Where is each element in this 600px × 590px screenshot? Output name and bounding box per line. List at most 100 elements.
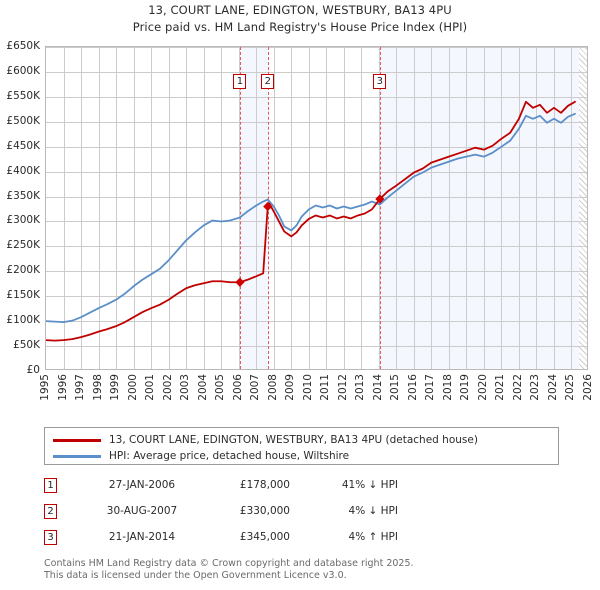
y-tick-label: £650K	[6, 40, 40, 52]
y-tick-label: £100K	[6, 314, 40, 327]
page-subtitle-line2: Price paid vs. HM Land Registry's House …	[132, 20, 468, 34]
gridline-vertical	[308, 47, 310, 369]
event-badge-3[interactable]: 3	[373, 74, 387, 89]
x-tick-label: 2024	[546, 374, 559, 401]
row-date: 21-JAN-2014	[108, 531, 176, 543]
row-hpi-delta: 41% ↓ HPI	[341, 479, 398, 491]
series-line	[46, 112, 576, 324]
x-tick-label: 1996	[56, 374, 69, 401]
chart-series-lines	[46, 100, 576, 342]
gridline-horizontal	[46, 271, 587, 273]
gridline-vertical	[553, 47, 555, 369]
gridline-vertical	[483, 47, 485, 369]
page-title-line1: 13, COURT LANE, EDINGTON, WESTBURY, BA13…	[148, 3, 452, 17]
event-marker-line-1	[239, 47, 241, 369]
gridline-horizontal	[46, 246, 587, 248]
hatched-future-band	[579, 47, 587, 369]
row-index-badge: 3	[44, 530, 57, 545]
x-tick-label: 2005	[214, 374, 227, 401]
gridline-vertical	[203, 47, 205, 369]
y-tick-label: £450K	[6, 139, 40, 152]
shaded-band	[379, 47, 580, 369]
y-tick-label: £600K	[6, 64, 40, 77]
y-tick-label: £300K	[6, 214, 40, 227]
gridline-vertical	[448, 47, 450, 369]
gridline-horizontal	[46, 196, 587, 198]
event-badge-2[interactable]: 2	[261, 74, 275, 89]
y-tick-label: £350K	[6, 189, 40, 202]
x-tick-label: 2002	[161, 374, 174, 401]
gridline-vertical	[413, 47, 415, 369]
gridline-horizontal	[46, 346, 587, 348]
gridline-vertical	[98, 47, 100, 369]
x-tick-label: 2018	[441, 374, 454, 401]
legend-label-price-paid: 13, COURT LANE, EDINGTON, WESTBURY, BA13…	[109, 434, 478, 446]
y-tick-label: £50K	[13, 339, 40, 352]
legend-swatch-price-paid	[53, 439, 101, 442]
gridline-vertical	[133, 47, 135, 369]
x-tick-label: 1997	[74, 374, 87, 401]
x-tick-label: 2008	[266, 374, 279, 401]
row-date: 27-JAN-2006	[108, 479, 176, 491]
gridline-horizontal	[46, 71, 587, 73]
gridline-vertical	[571, 47, 573, 369]
x-tick-label: 2010	[301, 374, 314, 401]
gridline-horizontal	[46, 47, 587, 48]
gridline-vertical	[256, 47, 258, 369]
x-tick-label: 2001	[144, 374, 157, 401]
gridline-vertical	[536, 47, 538, 369]
gridline-vertical	[431, 47, 433, 369]
gridline-horizontal	[46, 171, 587, 173]
row-price: £345,000	[239, 531, 290, 543]
gridline-horizontal	[46, 296, 587, 298]
series-line	[46, 100, 576, 342]
x-tick-label: 2009	[284, 374, 297, 401]
y-tick-label: £0	[26, 364, 40, 376]
legend-label-hpi: HPI: Average price, detached house, Wilt…	[109, 450, 350, 462]
row-price: £330,000	[239, 505, 290, 517]
x-tick-label: 2003	[179, 374, 192, 401]
legend-swatch-hpi	[53, 455, 101, 458]
gridline-vertical	[63, 47, 65, 369]
y-tick-label: £400K	[6, 164, 40, 177]
row-hpi-delta: 4% ↓ HPI	[348, 505, 398, 517]
y-tick-label: £550K	[6, 89, 40, 102]
x-tick-label: 2023	[529, 374, 542, 401]
gridline-horizontal	[46, 96, 587, 98]
x-tick-label: 2006	[231, 374, 244, 401]
y-tick-label: £150K	[6, 289, 40, 302]
transaction-point-1	[235, 277, 245, 287]
event-badge-1[interactable]: 1	[233, 74, 247, 89]
gridline-vertical	[151, 47, 153, 369]
gridline-horizontal	[46, 146, 587, 148]
gridline-vertical	[116, 47, 118, 369]
gridline-vertical	[501, 47, 503, 369]
gridline-vertical	[168, 47, 170, 369]
x-tick-label: 2007	[249, 374, 262, 401]
x-tick-label: 2022	[511, 374, 524, 401]
x-tick-label: 2014	[371, 374, 384, 401]
x-tick-label: 2017	[424, 374, 437, 401]
x-tick-label: 2021	[494, 374, 507, 401]
row-hpi-delta: 4% ↑ HPI	[348, 531, 398, 543]
row-date: 30-AUG-2007	[106, 505, 178, 517]
x-tick-label: 2011	[319, 374, 332, 401]
x-tick-label: 2000	[126, 374, 139, 401]
gridline-vertical	[396, 47, 398, 369]
x-tick-label: 2012	[336, 374, 349, 401]
x-tick-label: 2020	[476, 374, 489, 401]
x-tick-label: 2004	[196, 374, 209, 401]
row-index-badge: 2	[44, 504, 57, 519]
x-tick-label: 2015	[389, 374, 402, 401]
x-tick-label: 2016	[406, 374, 419, 401]
row-price: £178,000	[239, 479, 290, 491]
gridline-vertical	[238, 47, 240, 369]
footer-line1: Contains HM Land Registry data © Crown c…	[44, 558, 414, 569]
x-tick-label: 2019	[459, 374, 472, 401]
gridline-horizontal	[46, 221, 587, 223]
x-tick-label: 1995	[39, 374, 51, 401]
gridline-vertical	[518, 47, 520, 369]
x-tick-label: 2025	[564, 374, 577, 401]
row-index-badge: 1	[44, 478, 57, 493]
